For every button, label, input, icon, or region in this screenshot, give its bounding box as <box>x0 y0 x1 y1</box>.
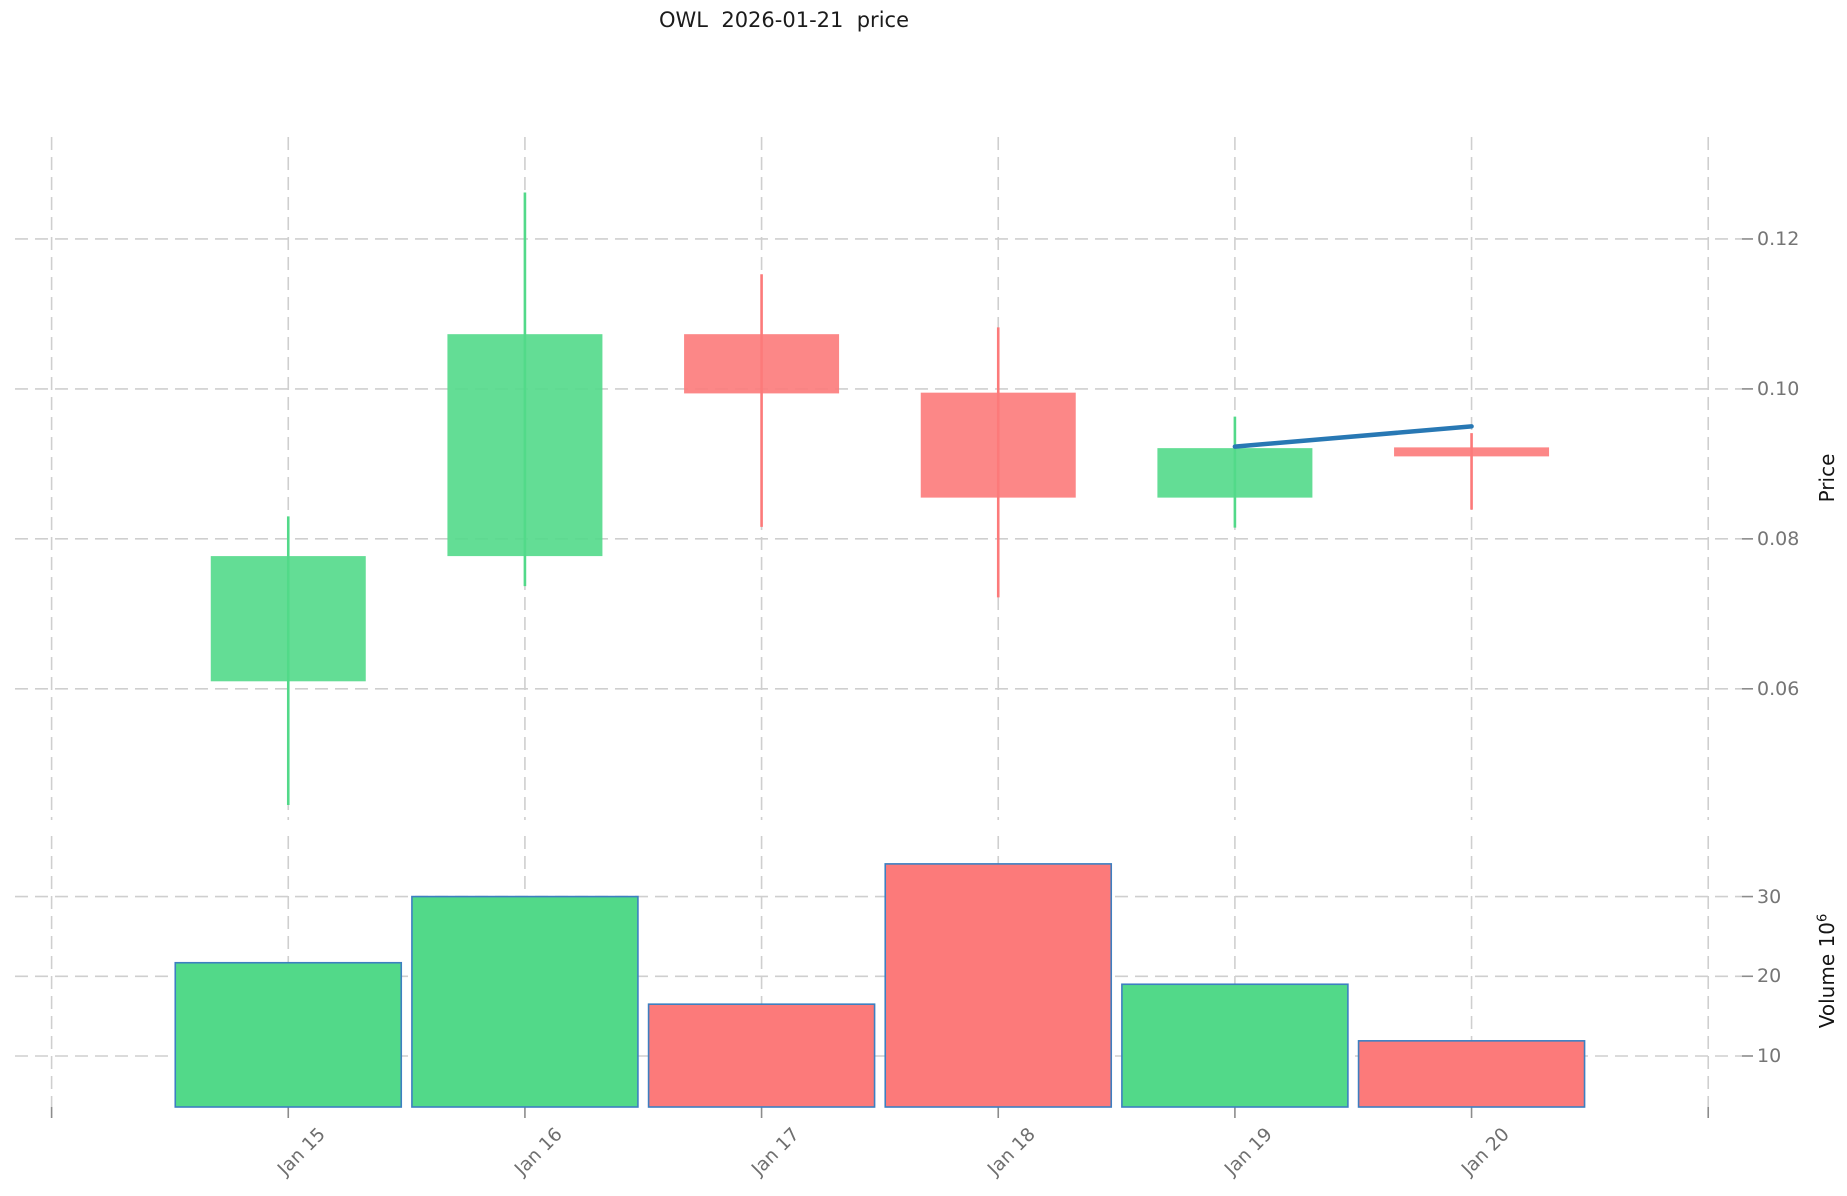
price-tick-label: 0.06 <box>1757 677 1800 700</box>
volume-axis-title-text: Volume 10 <box>1815 922 1839 1029</box>
trend-line <box>1232 424 1474 449</box>
volume-bar <box>1121 983 1349 1108</box>
price-tick-label: 0.10 <box>1757 377 1800 400</box>
price-axis-title-text: Price <box>1815 453 1839 503</box>
candle-body <box>210 556 366 682</box>
volume-tick-label: 10 <box>1757 1044 1782 1067</box>
price-tick-label: 0.08 <box>1757 527 1800 550</box>
volume-bar <box>647 1003 876 1108</box>
volume-bar <box>411 895 639 1108</box>
candle-body <box>920 392 1076 498</box>
volume-tick-label: 20 <box>1757 965 1782 988</box>
volume-bar <box>884 863 1113 1108</box>
volume-axis-title: Volume 106 <box>1815 914 1839 1028</box>
candle-body <box>684 334 840 394</box>
candle-body <box>1157 448 1313 498</box>
volume-axis-exponent: 6 <box>1815 913 1831 923</box>
price-tick-label: 0.12 <box>1757 227 1800 250</box>
price-axis-title: Price <box>1815 454 1839 503</box>
volume-bar <box>174 961 403 1108</box>
volume-tick-label: 30 <box>1757 885 1782 908</box>
chart-title: OWL 2026-01-21 price <box>658 8 910 32</box>
volume-bar <box>1357 1040 1586 1108</box>
candle-body <box>1394 447 1550 457</box>
candle-body <box>447 334 603 557</box>
